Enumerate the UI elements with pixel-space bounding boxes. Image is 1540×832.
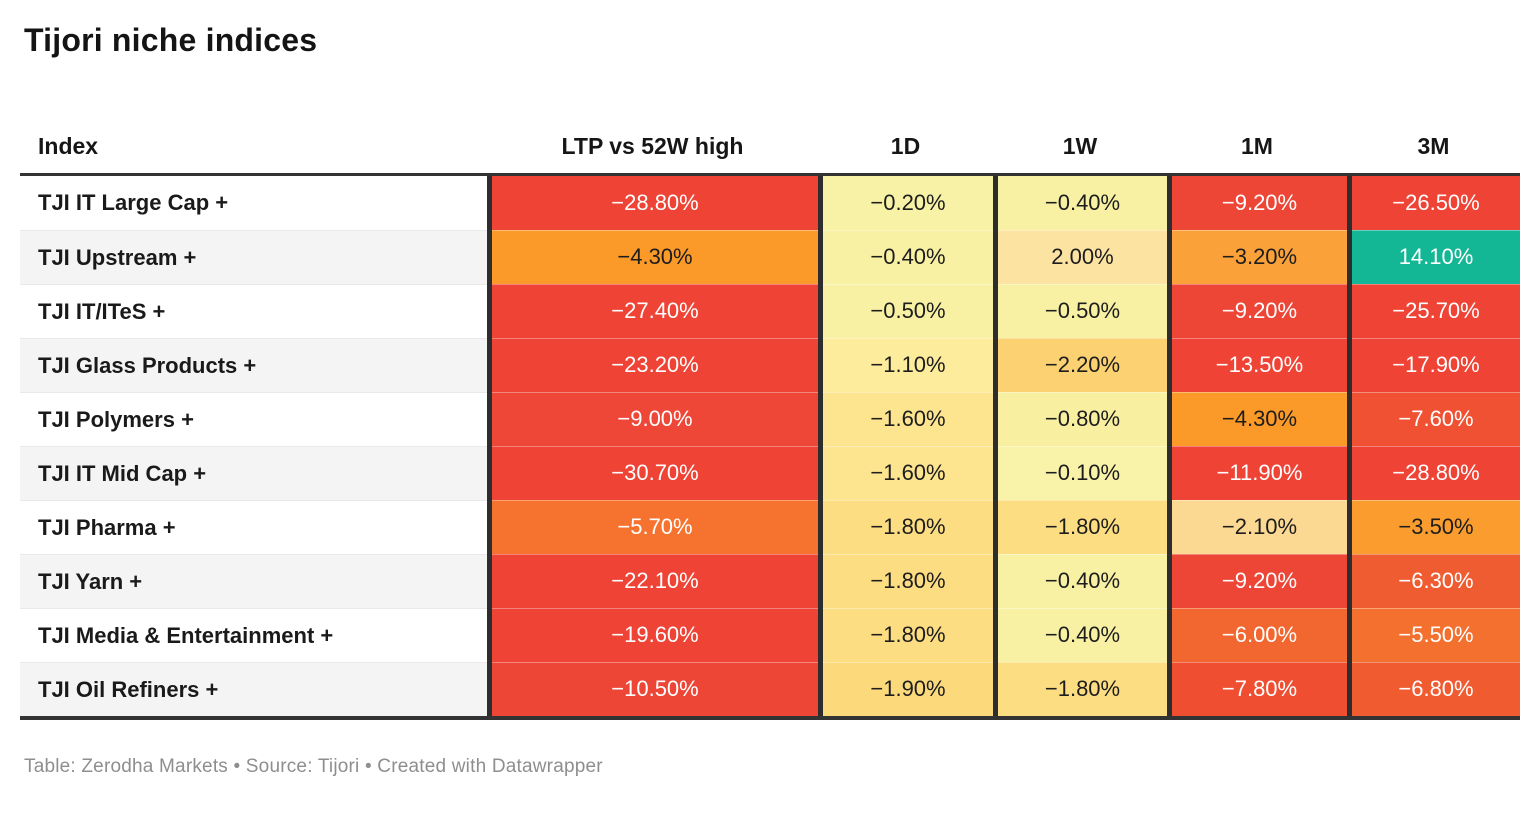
value-cell: −23.20% [487,338,818,392]
value-cell: −28.80% [487,176,818,230]
value-cell: −19.60% [487,608,818,662]
value-cell: −1.10% [818,338,993,392]
value-cell: −6.80% [1347,662,1520,716]
table-row: TJI IT Mid Cap + −30.70% −1.60% −0.10% −… [20,446,1520,500]
row-label[interactable]: TJI Pharma + [20,500,487,554]
row-label[interactable]: TJI Media & Entertainment + [20,608,487,662]
value-cell: −6.00% [1167,608,1347,662]
row-label[interactable]: TJI Oil Refiners + [20,662,487,716]
value-cell: −1.80% [818,554,993,608]
row-label[interactable]: TJI IT Mid Cap + [20,446,487,500]
column-header-1d: 1D [890,133,921,159]
table-header-row: Index LTP vs 52W high 1D 1W 1M 3M [20,117,1520,176]
value-cell: −7.60% [1347,392,1520,446]
value-cell: −25.70% [1347,284,1520,338]
column-header-ltp-vs-52w-high: LTP vs 52W high [561,133,744,159]
value-cell: −0.40% [818,230,993,284]
value-cell: −17.90% [1347,338,1520,392]
value-cell: −1.80% [993,500,1167,554]
table-row: TJI Polymers + −9.00% −1.60% −0.80% −4.3… [20,392,1520,446]
value-cell: −1.90% [818,662,993,716]
column-header-3m: 3M [1417,133,1450,159]
indices-table: Index LTP vs 52W high 1D 1W 1M 3M TJI IT… [20,117,1520,720]
value-cell: −5.50% [1347,608,1520,662]
value-cell: −30.70% [487,446,818,500]
table-row: TJI Glass Products + −23.20% −1.10% −2.2… [20,338,1520,392]
value-cell: −2.20% [993,338,1167,392]
row-label[interactable]: TJI IT/ITeS + [20,284,487,338]
value-cell: −27.40% [487,284,818,338]
table-row: TJI Oil Refiners + −10.50% −1.90% −1.80%… [20,662,1520,716]
value-cell: 2.00% [993,230,1167,284]
row-label[interactable]: TJI Polymers + [20,392,487,446]
attribution-footer: Table: Zerodha Markets • Source: Tijori … [24,756,603,777]
value-cell: −6.30% [1347,554,1520,608]
table-row: TJI Upstream + −4.30% −0.40% 2.00% −3.20… [20,230,1520,284]
row-label[interactable]: TJI Upstream + [20,230,487,284]
row-label[interactable]: TJI Yarn + [20,554,487,608]
value-cell: −0.40% [993,554,1167,608]
value-cell: −0.40% [993,176,1167,230]
value-cell: −4.30% [1167,392,1347,446]
value-cell: −0.50% [818,284,993,338]
value-cell: −22.10% [487,554,818,608]
table-row: TJI Yarn + −22.10% −1.80% −0.40% −9.20% … [20,554,1520,608]
value-cell: −4.30% [487,230,818,284]
value-cell: −0.20% [818,176,993,230]
column-header-1m: 1M [1241,133,1273,159]
table-row: TJI Media & Entertainment + −19.60% −1.8… [20,608,1520,662]
value-cell: −0.10% [993,446,1167,500]
value-cell: −1.80% [818,608,993,662]
table-body: TJI IT Large Cap + −28.80% −0.20% −0.40%… [20,176,1520,720]
value-cell: −1.80% [818,500,993,554]
value-cell: −9.20% [1167,284,1347,338]
value-cell: −3.50% [1347,500,1520,554]
value-cell: −9.20% [1167,176,1347,230]
value-cell: −28.80% [1347,446,1520,500]
value-cell: −9.00% [487,392,818,446]
value-cell: −9.20% [1167,554,1347,608]
table-row: TJI Pharma + −5.70% −1.80% −1.80% −2.10%… [20,500,1520,554]
value-cell: −7.80% [1167,662,1347,716]
value-cell: −0.80% [993,392,1167,446]
value-cell: −2.10% [1167,500,1347,554]
value-cell: −10.50% [487,662,818,716]
value-cell: 14.10% [1347,230,1520,284]
value-cell: −11.90% [1167,446,1347,500]
row-label[interactable]: TJI Glass Products + [20,338,487,392]
table-row: TJI IT Large Cap + −28.80% −0.20% −0.40%… [20,176,1520,230]
row-label[interactable]: TJI IT Large Cap + [20,176,487,230]
value-cell: −5.70% [487,500,818,554]
page: Tijori niche indices Index LTP vs 52W hi… [0,22,1540,778]
page-title: Tijori niche indices [24,22,318,58]
value-cell: −0.40% [993,608,1167,662]
value-cell: −13.50% [1167,338,1347,392]
value-cell: −26.50% [1347,176,1520,230]
column-header-1w: 1W [1062,133,1098,159]
value-cell: −3.20% [1167,230,1347,284]
table-row: TJI IT/ITeS + −27.40% −0.50% −0.50% −9.2… [20,284,1520,338]
value-cell: −1.80% [993,662,1167,716]
value-cell: −1.60% [818,392,993,446]
value-cell: −1.60% [818,446,993,500]
value-cell: −0.50% [993,284,1167,338]
column-header-index: Index [38,133,99,159]
